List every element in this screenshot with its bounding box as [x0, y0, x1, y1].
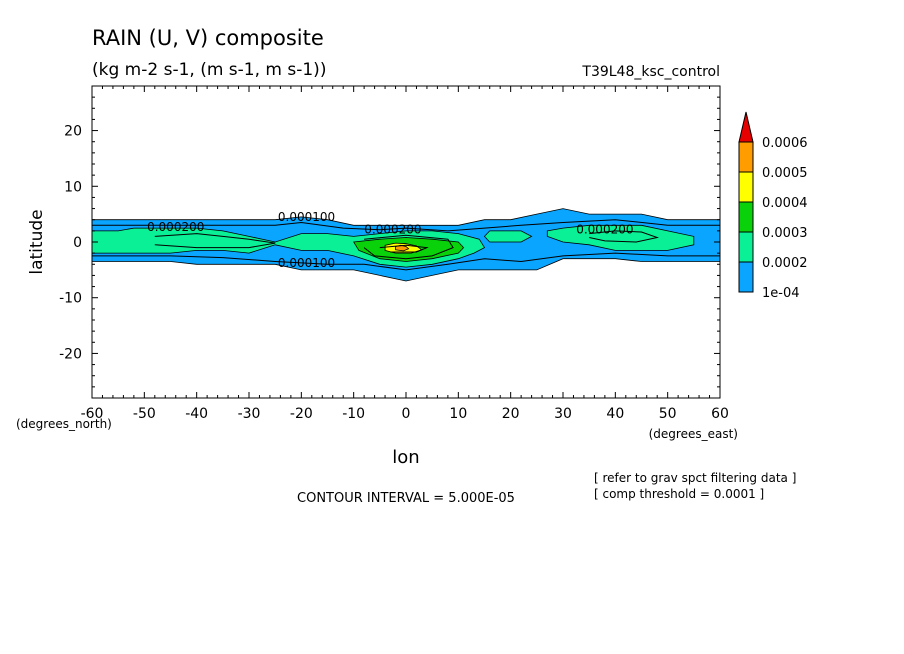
- colorbar-swatch-1: [738, 231, 754, 263]
- chart-subtitle: (kg m-2 s-1, (m s-1, m s-1)): [92, 60, 326, 80]
- contour-line-5: [379, 244, 429, 253]
- contour-interval: CONTOUR INTERVAL = 5.000E-05: [297, 491, 515, 506]
- chart-title: RAIN (U, V) composite: [92, 26, 324, 50]
- colorbar-label-5: 0.0006: [762, 136, 808, 151]
- y-axis: -20 -10 0 10 20: [59, 96, 720, 388]
- contour-line-2: [154, 233, 276, 249]
- x-tick-label-9: 30: [554, 406, 572, 422]
- x-tick-label-3: -30: [238, 406, 261, 422]
- contour-line-3: [363, 234, 454, 260]
- y-tick-label-4: 20: [64, 124, 82, 140]
- colorbar-swatch-3: [738, 171, 754, 203]
- colorbar-label-3: 0.0004: [762, 196, 808, 211]
- x-axis-title: lon: [392, 447, 419, 468]
- x-tick-label-12: 60: [711, 406, 729, 422]
- contour-label-1: 0.000100: [278, 210, 335, 224]
- x-tick-label-2: -40: [185, 406, 208, 422]
- note-threshold: [ comp threshold = 0.0001 ]: [594, 487, 764, 501]
- contour-line-1: [92, 252, 720, 271]
- contour-lines: [92, 219, 720, 271]
- contour-label-0: 0.000200: [147, 220, 204, 234]
- filled-region-3: [546, 224, 695, 251]
- x-tick-label-7: 10: [449, 406, 467, 422]
- colorbar-legend: 1e-04 0.0002 0.0003 0.0004 0.0005 0.0006: [738, 111, 808, 301]
- colorbar-swatch-0: [738, 261, 754, 293]
- colorbar-arrow: [738, 111, 754, 143]
- x-tick-label-10: 40: [606, 406, 624, 422]
- contour-label-4: 0.000100: [278, 256, 335, 270]
- filled-region-2: [483, 230, 533, 243]
- x-tick-label-4: -20: [290, 406, 313, 422]
- colorbar-swatch-4: [738, 141, 754, 173]
- x-tick-label-6: 0: [402, 406, 411, 422]
- y-axis-title: latitude: [27, 209, 47, 274]
- contour-label-3: 0.000200: [576, 223, 633, 237]
- contour-line-0: [92, 219, 720, 232]
- y-tick-label-1: -10: [59, 291, 82, 307]
- y-tick-label-2: 0: [73, 235, 82, 251]
- colorbar-label-2: 0.0003: [762, 226, 808, 241]
- x-tick-label-8: 20: [502, 406, 520, 422]
- colorbar-label-0: 1e-04: [762, 286, 800, 301]
- x-axis: -60 -50 -40 -30 -20 -10 0 10 20 30 40 50 60: [81, 86, 729, 422]
- run-label: T39L48_ksc_control: [581, 64, 720, 80]
- y-axis-unit: (degrees_north): [16, 417, 112, 431]
- contour-label-2: 0.000200: [364, 223, 421, 237]
- y-tick-label-3: 10: [64, 179, 82, 195]
- contour-line-4: [589, 230, 660, 243]
- x-tick-label-11: 50: [659, 406, 677, 422]
- x-tick-label-0: -60: [81, 406, 104, 422]
- plot-area: 0.000200 0.000100 0.000200 0.000200 0.000100…: [59, 85, 729, 422]
- contour-labels: 0.000200 0.000100 0.000200 0.000200 0.000100: [147, 210, 633, 270]
- y-tick-label-0: -20: [59, 346, 82, 362]
- note-filtering: [ refer to grav spct filtering data ]: [594, 471, 796, 485]
- x-tick-label-5: -10: [342, 406, 365, 422]
- colorbar-swatch-2: [738, 201, 754, 233]
- colorbar-label-4: 0.0005: [762, 166, 808, 181]
- x-tick-label-1: -50: [133, 406, 156, 422]
- x-axis-unit: (degrees_east): [649, 427, 738, 441]
- colorbar-label-1: 0.0002: [762, 256, 808, 271]
